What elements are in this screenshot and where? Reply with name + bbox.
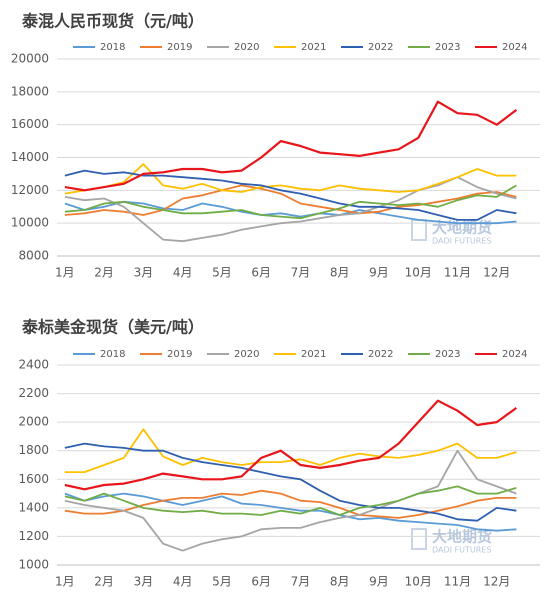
- y-tick-label: 20000: [11, 52, 49, 66]
- x-tick-label: 1月: [55, 575, 75, 589]
- series-line: [64, 449, 517, 552]
- series-line: [64, 492, 517, 532]
- y-tick-label: 1000: [18, 558, 49, 572]
- legend-label: 2022: [368, 42, 393, 53]
- chart-title: 泰混人民币现货（元/吨）: [21, 12, 204, 31]
- legend-label: 2021: [301, 349, 326, 360]
- legend-label: 2024: [502, 42, 527, 53]
- x-tick-label: 2月: [94, 266, 114, 280]
- x-tick-label: 2月: [94, 575, 114, 589]
- series-line: [64, 184, 517, 216]
- chart: 泰混人民币现货（元/吨） 8000 10000 12000 14000 16000 1800…: [11, 12, 540, 280]
- x-tick-label: 7月: [291, 266, 311, 280]
- legend-label: 2020: [234, 349, 259, 360]
- x-tick-label: 8月: [330, 266, 350, 280]
- x-tick-label: 3月: [134, 266, 154, 280]
- x-tick-label: 7月: [291, 575, 311, 589]
- y-tick-label: 12000: [11, 183, 49, 197]
- y-tick-label: 14000: [11, 150, 49, 164]
- x-tick-label: 1月: [55, 266, 75, 280]
- x-tick-label: 12月: [483, 266, 510, 280]
- watermark-sub: DADI FUTURES: [432, 237, 491, 246]
- x-tick-label: 11月: [444, 575, 471, 589]
- y-tick-label: 18000: [11, 84, 49, 98]
- x-tick-label: 12月: [483, 575, 510, 589]
- series-line: [64, 485, 517, 516]
- x-tick-label: 10月: [405, 575, 432, 589]
- legend-label: 2019: [167, 42, 192, 53]
- watermark-name: 大地期货: [432, 528, 492, 546]
- y-tick-label: 1400: [18, 500, 49, 514]
- series-line: [64, 176, 517, 243]
- x-tick-label: 11月: [444, 266, 471, 280]
- y-tick-label: 8000: [18, 249, 49, 263]
- x-tick-label: 8月: [330, 575, 350, 589]
- x-tick-label: 3月: [134, 575, 154, 589]
- y-tick-label: 1600: [18, 472, 49, 486]
- x-tick-label: 6月: [251, 575, 271, 589]
- series-line: [64, 428, 517, 473]
- series-line: [64, 200, 517, 225]
- legend-label: 2019: [167, 349, 192, 360]
- y-tick-label: 2000: [18, 415, 49, 429]
- series-line: [64, 399, 518, 491]
- y-tick-label: 2200: [18, 386, 49, 400]
- x-tick-label: 4月: [173, 575, 193, 589]
- legend-label: 2021: [301, 42, 326, 53]
- legend-label: 2018: [100, 349, 125, 360]
- watermark-sub: DADI FUTURES: [432, 546, 491, 555]
- x-tick-label: 9月: [369, 575, 389, 589]
- legend-label: 2023: [435, 349, 460, 360]
- legend-label: 2018: [100, 42, 125, 53]
- series-line: [64, 442, 517, 522]
- x-tick-label: 5月: [212, 575, 232, 589]
- y-tick-label: 2400: [18, 358, 49, 372]
- x-tick-label: 9月: [369, 266, 389, 280]
- series-line: [64, 184, 517, 220]
- x-tick-label: 4月: [173, 266, 193, 280]
- x-tick-label: 10月: [405, 266, 432, 280]
- chart: 泰标美金现货（美元/吨） 1000 1200 1400 1600 1800 2000 2200…: [18, 318, 540, 589]
- legend-label: 2020: [234, 42, 259, 53]
- y-tick-label: 1200: [18, 529, 49, 543]
- series-line: [64, 163, 517, 195]
- x-tick-label: 6月: [251, 266, 271, 280]
- series-line: [64, 100, 518, 192]
- legend-label: 2022: [368, 349, 393, 360]
- y-tick-label: 1800: [18, 443, 49, 457]
- watermark-logo: [411, 528, 427, 550]
- x-tick-label: 5月: [212, 266, 232, 280]
- y-tick-label: 10000: [11, 216, 49, 230]
- legend-label: 2024: [502, 349, 527, 360]
- chart-title: 泰标美金现货（美元/吨）: [21, 318, 204, 337]
- y-tick-label: 16000: [11, 117, 49, 131]
- legend-label: 2023: [435, 42, 460, 53]
